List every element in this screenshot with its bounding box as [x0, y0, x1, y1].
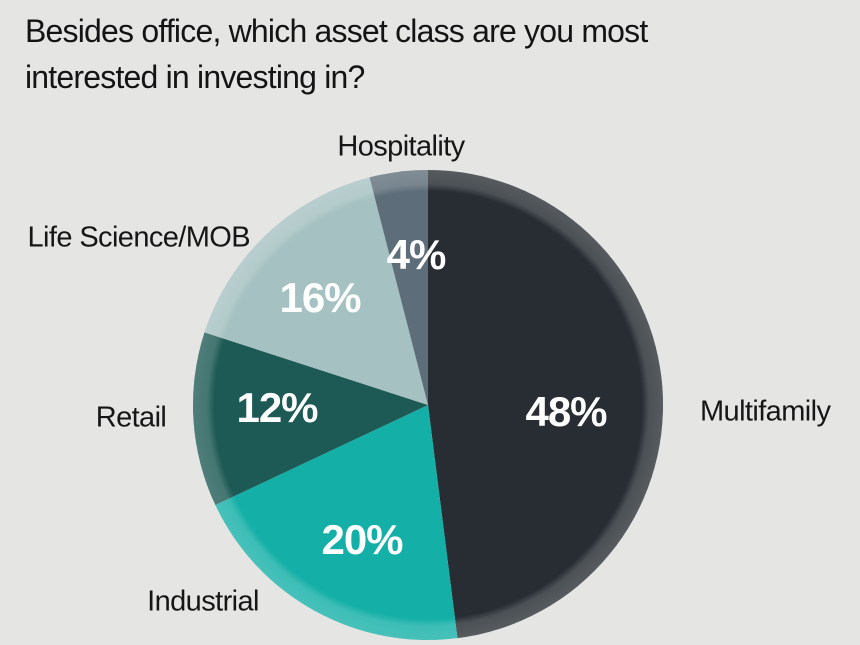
chart-title: Besides office, which asset class are yo… [25, 13, 648, 96]
pie-category-label-multifamily: Multifamily [700, 395, 831, 428]
pie-category-label-industrial: Industrial [147, 585, 259, 618]
pie-value-label-industrial: 20% [321, 516, 403, 563]
pie-value-label-multifamily: 48% [525, 388, 607, 435]
pie-category-label-retail: Retail [95, 401, 167, 434]
pie-rim-highlight [193, 170, 663, 640]
pie-value-label-retail: 12% [236, 384, 318, 431]
pie-value-label-life-science-mob: 16% [279, 274, 361, 321]
pie-category-label-life-science-mob: Life Science/MOB [27, 221, 251, 254]
pie-value-label-hospitality: 4% [386, 231, 447, 278]
pie-category-label-hospitality: Hospitality [337, 130, 465, 163]
